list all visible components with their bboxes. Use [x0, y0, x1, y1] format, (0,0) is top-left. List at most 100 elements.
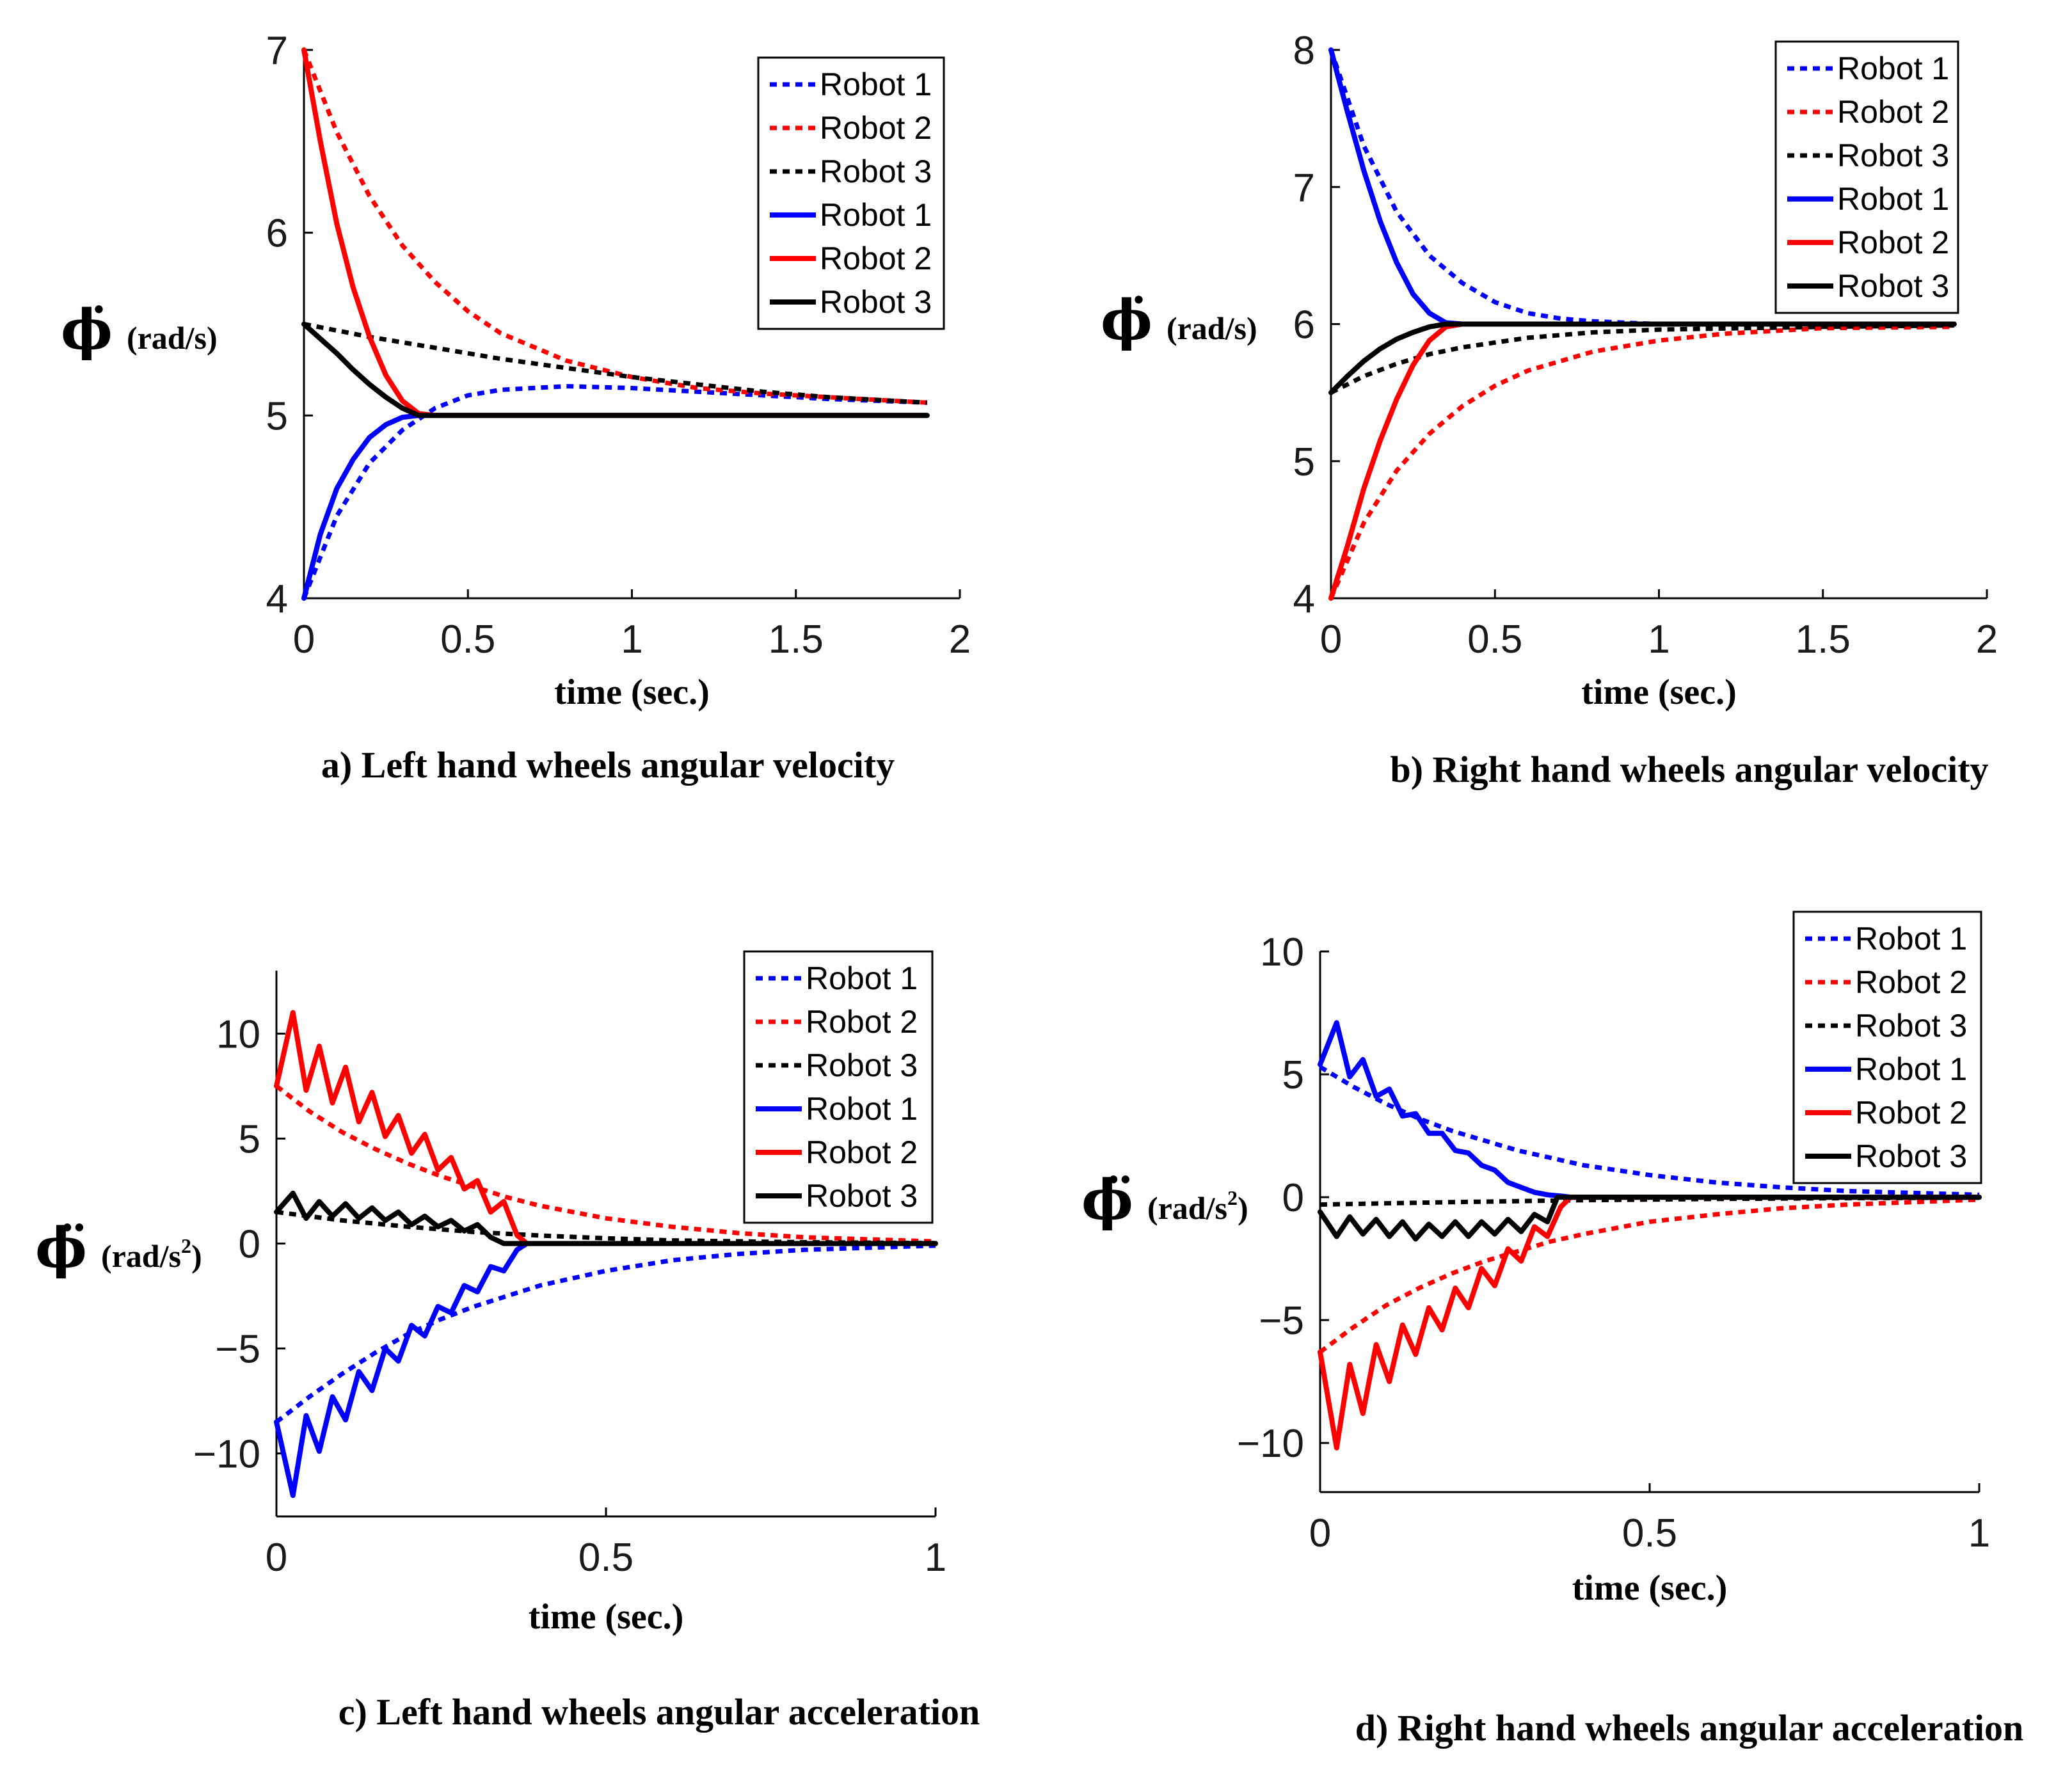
legend: Robot 1 Robot 2 Robot 3 Robot 1 Robot 2 Robot… [1774, 40, 1959, 314]
y-axis-unit-close: ) [1238, 1190, 1248, 1226]
x-tick-label: 1.5 [769, 617, 824, 662]
legend-entry: Robot 2 [1855, 1095, 1967, 1131]
y-axis-unit: (rad/s [101, 1238, 181, 1274]
x-tick-label: 1.5 [1796, 617, 1851, 662]
legend-entry: Robot 3 [1855, 1008, 1967, 1044]
legend-entry: Robot 1 [820, 67, 932, 102]
y-tick-label: 10 [1260, 930, 1304, 974]
series-line-solid-1 [301, 413, 930, 601]
panel-caption: c) Left hand wheels angular acceleration [339, 1691, 980, 1733]
x-tick-label: 0.5 [578, 1536, 634, 1580]
legend-entry: Robot 2 [806, 1134, 918, 1170]
chart-panel-1: 0 0.5 1 1.5 2 4 5 6 7 time (sec.) ϕ̇ (rad/s) Robot 1… [61, 29, 971, 786]
legend-entry: Robot 2 [806, 1004, 918, 1040]
x-axis-label: time (sec.) [1581, 672, 1737, 712]
x-tick-label: 1 [621, 617, 642, 662]
series-line-solid-1 [274, 1241, 938, 1499]
x-tick-label: 0.5 [440, 617, 495, 662]
chart-panel-3: 0 0.5 1 −10 −5 0 5 10 time (sec.) ϕ̈ (rad/s2) Robot… [35, 950, 980, 1733]
legend: Robot 1 Robot 2 Robot 3 Robot 1 Robot 2 Robot… [1792, 910, 1982, 1184]
chart-panel-2: 0 0.5 1 1.5 2 4 5 6 7 8 time (sec.) ϕ̇ (rad/s) Robot … [1101, 29, 1998, 790]
legend-entry: Robot 3 [1855, 1138, 1967, 1174]
series-line-dotted-1 [1319, 1065, 1980, 1197]
y-tick-label: 7 [266, 29, 288, 73]
y-tick-label: −5 [1259, 1299, 1304, 1343]
legend-entry: Robot 3 [1837, 268, 1949, 304]
y-tick-label: 5 [1293, 440, 1315, 484]
legend-entry: Robot 1 [1837, 51, 1949, 86]
legend-entry: Robot 3 [820, 284, 932, 320]
legend: Robot 1 Robot 2 Robot 3 Robot 1 Robot 2 Robot… [757, 56, 945, 330]
y-axis-unit: (rad/s [1147, 1190, 1227, 1226]
legend-entry: Robot 1 [1855, 921, 1967, 957]
series-line-solid-3 [1328, 321, 1957, 395]
legend-entry: Robot 3 [806, 1178, 918, 1214]
x-axis-label: time (sec.) [554, 672, 710, 712]
legend-entry: Robot 2 [1855, 964, 1967, 1000]
x-tick-label: 2 [949, 617, 971, 662]
legend-entry: Robot 2 [820, 110, 932, 146]
y-tick-label: −10 [193, 1433, 260, 1477]
y-tick-label: 4 [266, 577, 288, 621]
x-tick-label: 0.5 [1622, 1511, 1677, 1555]
series-line-solid-3 [1318, 1195, 1982, 1242]
legend-entry: Robot 1 [1855, 1051, 1967, 1087]
legend-box [743, 950, 934, 1224]
y-tick-label: 5 [1282, 1053, 1304, 1097]
y-tick-label: 8 [1293, 29, 1315, 73]
y-axis-symbol: ϕ̈ [35, 1216, 87, 1280]
x-tick-label: 0 [1309, 1511, 1331, 1555]
legend-entry: Robot 2 [820, 241, 932, 276]
y-axis-unit-close: ) [191, 1238, 202, 1274]
y-tick-label: 0 [1282, 1176, 1304, 1220]
legend-box [1774, 40, 1959, 314]
y-tick-label: 6 [1293, 303, 1315, 347]
panel-caption: b) Right hand wheels angular velocity [1390, 749, 1988, 790]
y-axis-symbol: ϕ̈ [1081, 1168, 1133, 1232]
y-axis-unit: (rad/s) [1167, 310, 1257, 346]
x-tick-label: 0 [1320, 617, 1342, 662]
series-line-dotted-3 [1330, 323, 1954, 395]
legend-box [757, 56, 945, 330]
y-tick-label: 6 [266, 212, 288, 256]
legend: Robot 1 Robot 2 Robot 3 Robot 1 Robot 2 Robot… [743, 950, 934, 1224]
legend-box [1792, 910, 1982, 1184]
y-tick-label: 10 [216, 1012, 260, 1056]
x-tick-label: 1 [1968, 1511, 1990, 1555]
legend-entry: Robot 3 [1837, 138, 1949, 173]
series-line-dotted-1 [275, 1243, 936, 1424]
legend-entry: Robot 1 [820, 197, 932, 233]
y-axis-unit-superscript: 2 [181, 1234, 191, 1257]
series-line-dotted-1 [301, 384, 927, 600]
x-tick-label: 2 [1976, 617, 1998, 662]
legend-entry: Robot 2 [1837, 94, 1949, 130]
series-line-solid-2 [274, 1010, 938, 1246]
legend-entry: Robot 3 [806, 1047, 918, 1083]
legend-entry: Robot 1 [806, 1091, 918, 1127]
chart-panel-4: 0 0.5 1 −10 −5 0 5 10 time (sec.) ϕ̈ (rad/s2) Robot… [1081, 910, 2023, 1749]
y-axis-symbol: ϕ̇ [61, 298, 113, 362]
y-tick-label: 5 [266, 394, 288, 438]
x-axis-label: time (sec.) [529, 1597, 684, 1637]
y-axis-label: ϕ̇ (rad/s) [1101, 288, 1257, 353]
x-tick-label: 0 [293, 617, 315, 662]
y-tick-label: −10 [1237, 1422, 1304, 1466]
y-tick-label: 7 [1293, 166, 1315, 210]
series-line-dotted-2 [301, 49, 927, 405]
series-line-solid-2 [1318, 1195, 1982, 1451]
y-axis-unit-superscript: 2 [1227, 1186, 1238, 1209]
y-axis-label: ϕ̈ (rad/s2) [1081, 1168, 1248, 1232]
y-axis-unit: (rad/s) [127, 320, 218, 356]
series-line-dotted-2 [1328, 324, 1954, 600]
legend-entry: Robot 1 [1837, 181, 1949, 217]
y-tick-label: −5 [215, 1328, 260, 1372]
legend-entry: Robot 3 [820, 154, 932, 189]
series-line-solid-2 [1328, 321, 1957, 601]
x-tick-label: 0.5 [1467, 617, 1522, 662]
legend-entry: Robot 1 [806, 960, 918, 996]
y-axis-label: ϕ̇ (rad/s) [61, 298, 218, 362]
series-line-solid-3 [301, 321, 930, 418]
x-axis-label: time (sec.) [1572, 1568, 1728, 1608]
panel-caption: a) Left hand wheels angular velocity [321, 744, 895, 786]
